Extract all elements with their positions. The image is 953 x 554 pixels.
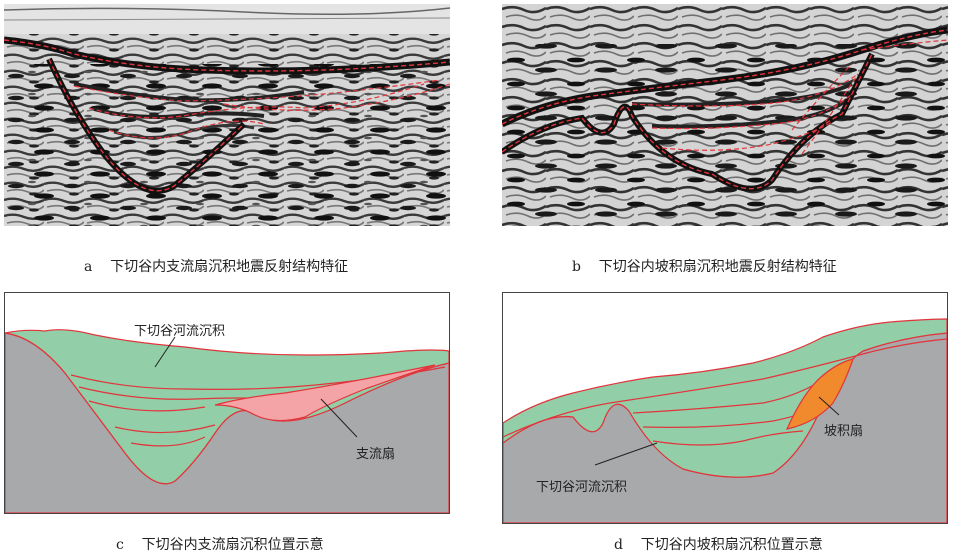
seismic-panel-a (4, 4, 450, 226)
caption-d: d 下切谷内坡积扇沉积位置示意 (614, 534, 823, 554)
schematic-d (503, 293, 947, 523)
schematic-panel-c (4, 292, 450, 514)
valley-fill-d (503, 318, 947, 478)
label-river-deposit-c: 下切谷河流沉积 (134, 324, 226, 339)
caption-c-letter: c (116, 537, 124, 553)
seismic-image-b (502, 4, 948, 226)
caption-c: c 下切谷内支流扇沉积位置示意 (116, 534, 324, 554)
caption-a-text: 下切谷内支流扇沉积地震反射结构特征 (110, 259, 349, 275)
caption-d-text: 下切谷内坡积扇沉积位置示意 (640, 537, 823, 553)
label-slope-fan-d: 坡积扇 (824, 424, 864, 439)
caption-a-letter: a (84, 259, 93, 275)
caption-a: a 下切谷内支流扇沉积地震反射结构特征 (84, 256, 348, 276)
slope-fan-d (785, 358, 854, 430)
caption-b-text: 下切谷内坡积扇沉积地震反射结构特征 (598, 259, 837, 275)
tributary-fan-c (214, 364, 436, 422)
caption-b: b 下切谷内坡积扇沉积地震反射结构特征 (572, 256, 837, 276)
seismic-image-a (4, 4, 450, 226)
label-tributary-fan-c: 支流扇 (356, 447, 396, 462)
schematic-panel-d (502, 292, 948, 524)
schematic-c (5, 293, 449, 513)
seismic-panel-b (502, 4, 948, 226)
caption-c-text: 下切谷内支流扇沉积位置示意 (141, 537, 324, 553)
label-river-deposit-d: 下切谷河流沉积 (536, 480, 628, 495)
caption-b-letter: b (572, 259, 581, 275)
caption-d-letter: d (614, 537, 623, 553)
